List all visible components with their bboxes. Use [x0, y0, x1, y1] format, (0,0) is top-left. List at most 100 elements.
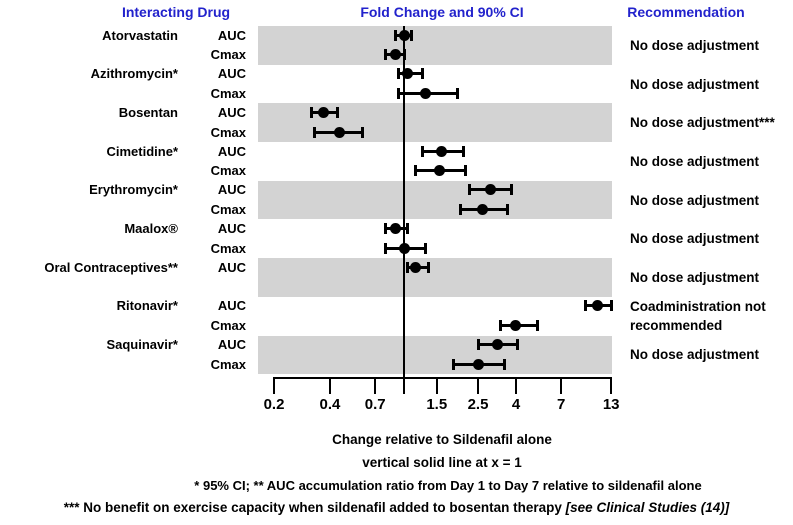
- drug-band: [258, 103, 612, 143]
- ci-cap-left: [468, 184, 471, 196]
- point-estimate-dot: [409, 261, 421, 273]
- ci-cap-right: [505, 204, 509, 215]
- param-label: AUC: [217, 259, 246, 275]
- param-label: AUC: [217, 104, 246, 120]
- drug-band: [258, 258, 612, 297]
- param-label: Cmax: [210, 163, 246, 179]
- drug-name-label: Maalox®: [124, 221, 178, 236]
- param-label: AUC: [217, 337, 246, 353]
- drug-name-label: Ritonavir*: [116, 298, 178, 314]
- recommendation-text: No dose adjustment: [630, 192, 760, 208]
- footnote-bosentan-text: *** No benefit on exercise capacity when…: [63, 500, 562, 515]
- x-axis-tick: [403, 377, 405, 394]
- x-axis-tick-label: 0.4: [319, 396, 341, 413]
- ci-cap-right: [510, 184, 514, 196]
- param-label: AUC: [217, 66, 246, 82]
- footnote-bosentan-reference: [see Clinical Studies (14)]: [565, 500, 730, 515]
- point-estimate-dot: [477, 204, 489, 215]
- param-label: Cmax: [210, 202, 246, 217]
- recommendation-text: No dose adjustment: [630, 231, 760, 247]
- x-axis-tick-label: 4: [511, 396, 521, 413]
- ci-cap-left: [312, 126, 316, 138]
- x-axis-tick: [374, 377, 377, 394]
- param-label: AUC: [217, 143, 246, 159]
- param-label: Cmax: [210, 240, 246, 256]
- point-estimate-dot: [436, 145, 448, 157]
- footnote-bosentan: *** No benefit on exercise capacity when…: [0, 499, 793, 516]
- ci-cap-right: [516, 339, 520, 351]
- recommendation-text: No dose adjustment: [630, 153, 760, 169]
- drug-name-label: Erythromycin*: [89, 182, 178, 198]
- x-axis-tick: [610, 377, 613, 394]
- ci-cap-right: [609, 300, 613, 312]
- reference-line-note: vertical solid line at x = 1: [362, 455, 522, 470]
- point-estimate-dot: [433, 165, 445, 177]
- ci-cap-right: [336, 106, 340, 118]
- ci-cap-left: [310, 106, 314, 118]
- drug-band: [258, 219, 612, 259]
- ci-cap-left: [420, 145, 424, 157]
- point-estimate-dot: [389, 223, 401, 234]
- drug-name-label: Cimetidine*: [106, 143, 178, 159]
- x-axis-tick: [514, 377, 517, 394]
- param-label: AUC: [217, 182, 246, 198]
- ci-cap-left: [393, 29, 397, 41]
- column-header-fold-change: Fold Change and 90% CI: [360, 4, 524, 20]
- drug-band: [258, 26, 612, 65]
- drug-band: [258, 64, 612, 104]
- x-axis-tick-label: 7: [557, 396, 566, 413]
- param-label: Cmax: [210, 318, 246, 334]
- ci-cap-left: [413, 165, 417, 177]
- param-label: Cmax: [210, 124, 246, 140]
- point-estimate-dot: [398, 242, 410, 254]
- ci-cap-left: [458, 204, 462, 215]
- reference-line: [403, 26, 405, 379]
- ci-cap-right: [410, 29, 414, 41]
- ci-cap-right: [502, 358, 506, 370]
- x-axis-tick-label: 1.5: [426, 396, 448, 413]
- param-label: Cmax: [210, 356, 246, 372]
- point-estimate-dot: [472, 358, 484, 370]
- x-axis-tick-label: 0.7: [364, 396, 386, 413]
- ci-cap-right: [406, 223, 410, 234]
- param-label: AUC: [217, 221, 246, 236]
- column-header-recommendation: Recommendation: [627, 4, 745, 20]
- recommendation-text: No dose adjustment: [630, 37, 760, 53]
- recommendation-text: No dose adjustment: [630, 76, 760, 92]
- param-label: Cmax: [210, 85, 246, 101]
- ci-cap-left: [406, 261, 410, 273]
- ci-cap-left: [384, 223, 388, 234]
- drug-band: [258, 142, 612, 181]
- ci-cap-right: [420, 68, 424, 80]
- point-estimate-dot: [398, 29, 410, 41]
- drug-name-label: Saquinavir*: [106, 337, 178, 353]
- ci-cap-left: [396, 68, 400, 80]
- ci-cap-right: [423, 242, 427, 254]
- point-estimate-dot: [484, 184, 496, 196]
- drug-name-label: Bosentan: [118, 104, 178, 120]
- param-label: AUC: [217, 27, 246, 43]
- ci-cap-left: [476, 339, 480, 351]
- point-estimate-dot: [510, 320, 522, 332]
- param-label: Cmax: [210, 47, 246, 63]
- ci-cap-right: [535, 320, 539, 332]
- x-axis-tick-label: 0.2: [263, 396, 285, 413]
- x-axis-tick: [328, 377, 331, 394]
- ci-cap-right: [426, 261, 430, 273]
- x-axis-tick-label: 2.5: [467, 396, 489, 413]
- recommendation-text: No dose adjustment: [630, 270, 760, 286]
- ci-cap-left: [384, 242, 388, 254]
- column-header-interacting-drug: Interacting Drug: [121, 4, 231, 20]
- recommendation-text: Coadministration not recommended: [630, 299, 766, 334]
- x-axis-line: [273, 377, 613, 379]
- x-axis-tick: [560, 377, 563, 394]
- point-estimate-dot: [318, 106, 330, 118]
- ci-cap-right: [462, 145, 466, 157]
- drug-band: [258, 335, 612, 375]
- point-estimate-dot: [389, 49, 401, 61]
- drug-band: [258, 180, 612, 220]
- drug-band: [258, 296, 612, 336]
- drug-name-label: Azithromycin*: [90, 66, 178, 82]
